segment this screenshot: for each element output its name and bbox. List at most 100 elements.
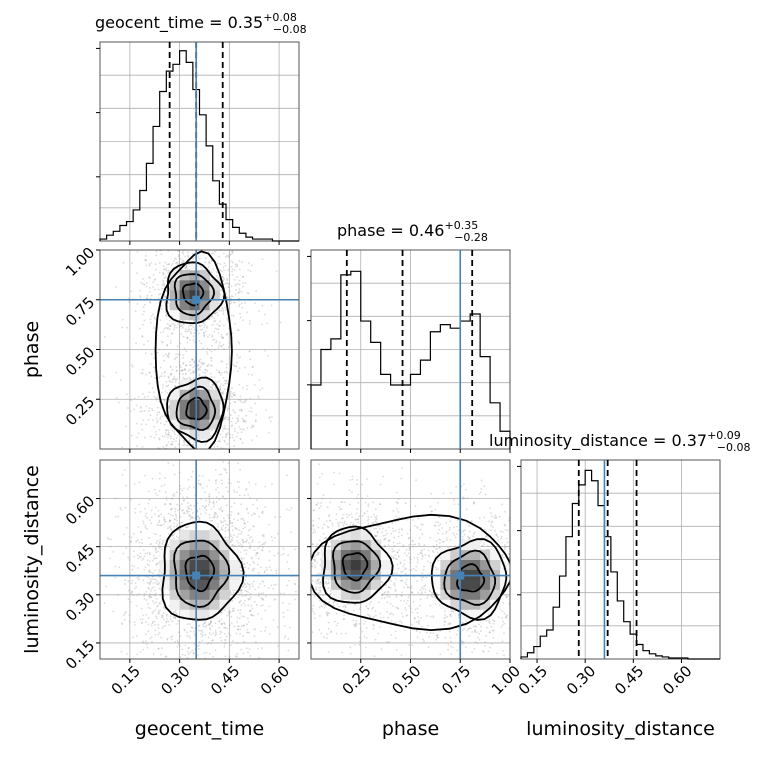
joint-geocent_time-vs-phase-sample-point: [236, 329, 239, 332]
joint-phase-vs-luminosity_distance-sample-point: [374, 535, 376, 537]
joint-geocent_time-vs-phase-sample-point: [208, 334, 211, 336]
joint-geocent_time-vs-phase-sample-point: [189, 368, 191, 371]
joint-phase-vs-luminosity_distance-sample-point: [468, 537, 470, 539]
joint-phase-vs-luminosity_distance-sample-point: [407, 586, 409, 589]
joint-geocent_time-vs-luminosity_distance-sample-point: [122, 552, 125, 555]
joint-geocent_time-vs-phase-sample-point: [179, 323, 182, 325]
joint-geocent_time-vs-luminosity_distance-sample-point: [249, 528, 252, 531]
joint-geocent_time-vs-luminosity_distance-sample-point: [152, 557, 155, 560]
joint-geocent_time-vs-luminosity_distance-sample-point: [240, 604, 243, 607]
joint-geocent_time-vs-phase-sample-point: [143, 310, 145, 313]
joint-geocent_time-vs-luminosity_distance-sample-point: [248, 631, 251, 634]
joint-geocent_time-vs-luminosity_distance-sample-point: [262, 598, 264, 601]
joint-geocent_time-vs-phase-sample-point: [238, 288, 241, 291]
joint-geocent_time-vs-phase-sample-point: [155, 398, 158, 401]
joint-geocent_time-vs-phase-sample-point: [220, 383, 223, 385]
joint-geocent_time-vs-phase-sample-point: [224, 418, 227, 421]
joint-geocent_time-vs-phase-sample-point: [199, 365, 202, 368]
joint-geocent_time-vs-luminosity_distance-sample-point: [200, 483, 202, 485]
joint-geocent_time-vs-luminosity_distance-sample-point: [166, 527, 169, 530]
joint-geocent_time-vs-luminosity_distance-sample-point: [154, 593, 157, 596]
joint-geocent_time-vs-luminosity_distance-sample-point: [254, 513, 256, 516]
joint-geocent_time-vs-phase-sample-point: [190, 328, 193, 331]
joint-geocent_time-vs-phase-sample-point: [134, 310, 137, 313]
joint-geocent_time-vs-phase-sample-point: [222, 384, 225, 387]
joint-geocent_time-vs-luminosity_distance-sample-point: [153, 620, 156, 623]
joint-geocent_time-vs-luminosity_distance-sample-point: [153, 578, 155, 581]
joint-geocent_time-vs-luminosity_distance-sample-point: [229, 540, 232, 543]
joint-geocent_time-vs-luminosity_distance-sample-point: [239, 609, 242, 611]
joint-geocent_time-vs-luminosity_distance-sample-point: [148, 564, 151, 567]
joint-phase-vs-luminosity_distance-sample-point: [421, 591, 423, 593]
joint-geocent_time-vs-luminosity_distance-sample-point: [282, 615, 285, 618]
joint-geocent_time-vs-luminosity_distance-sample-point: [230, 514, 233, 516]
joint-geocent_time-vs-luminosity_distance-sample-point: [223, 467, 225, 470]
joint-geocent_time-vs-luminosity_distance-sample-point: [230, 521, 233, 524]
joint-geocent_time-vs-phase-sample-point: [158, 271, 161, 274]
joint-geocent_time-vs-luminosity_distance-sample-point: [276, 532, 279, 535]
joint-geocent_time-vs-luminosity_distance-sample-point: [143, 598, 146, 600]
joint-geocent_time-vs-luminosity_distance-sample-point: [181, 521, 184, 524]
joint-geocent_time-vs-phase-sample-point: [142, 419, 145, 422]
joint-geocent_time-vs-luminosity_distance-sample-point: [142, 522, 145, 525]
joint-geocent_time-vs-luminosity_distance-sample-point: [129, 600, 132, 603]
joint-geocent_time-vs-phase-sample-point: [170, 443, 173, 446]
joint-phase-vs-luminosity_distance-sample-point: [372, 627, 375, 630]
joint-geocent_time-vs-phase-sample-point: [193, 360, 196, 363]
joint-phase-vs-luminosity_distance-sample-point: [333, 620, 336, 623]
joint-phase-vs-luminosity_distance-sample-point: [474, 641, 477, 643]
joint-phase-vs-luminosity_distance-sample-point: [326, 637, 329, 639]
joint-geocent_time-vs-luminosity_distance-sample-point: [242, 635, 244, 637]
joint-phase-vs-luminosity_distance-sample-point: [340, 507, 343, 510]
joint-geocent_time-vs-luminosity_distance-sample-point: [228, 517, 230, 520]
joint-geocent_time-vs-luminosity_distance-sample-point: [233, 544, 236, 547]
joint-geocent_time-vs-phase-sample-point: [158, 262, 161, 264]
joint-phase-vs-luminosity_distance-sample-point: [453, 533, 456, 536]
joint-geocent_time-vs-luminosity_distance-sample-point: [143, 568, 146, 571]
joint-geocent_time-vs-luminosity_distance-density-cell: [209, 549, 220, 560]
joint-geocent_time-vs-phase-sample-point: [238, 279, 241, 282]
joint-geocent_time-vs-luminosity_distance-sample-point: [229, 611, 232, 614]
joint-geocent_time-vs-luminosity_distance-sample-point: [145, 613, 147, 616]
joint-geocent_time-vs-phase-sample-point: [213, 442, 216, 445]
joint-geocent_time-vs-luminosity_distance-sample-point: [283, 624, 286, 627]
joint-geocent_time-vs-luminosity_distance-sample-point: [220, 639, 223, 642]
joint-geocent_time-vs-luminosity_distance-sample-point: [183, 512, 186, 514]
joint-geocent_time-vs-luminosity_distance-sample-point: [169, 519, 172, 522]
joint-geocent_time-vs-phase-sample-point: [145, 405, 148, 408]
joint-geocent_time-vs-phase-sample-point: [185, 266, 188, 268]
joint-geocent_time-vs-phase-sample-point: [229, 253, 232, 256]
joint-geocent_time-vs-luminosity_distance-sample-point: [236, 519, 239, 522]
joint-phase-vs-luminosity_distance-sample-point: [367, 522, 370, 525]
joint-geocent_time-vs-luminosity_distance-sample-point: [227, 514, 229, 517]
joint-geocent_time-vs-luminosity_distance-sample-point: [172, 522, 175, 525]
joint-phase-vs-luminosity_distance-sample-point: [501, 554, 504, 557]
joint-geocent_time-vs-luminosity_distance-sample-point: [178, 504, 181, 507]
joint-geocent_time-vs-phase-sample-point: [210, 315, 213, 318]
joint-geocent_time-vs-phase-sample-point: [144, 373, 147, 376]
joint-geocent_time-vs-phase-sample-point: [161, 287, 164, 290]
joint-geocent_time-vs-luminosity_distance-sample-point: [249, 609, 252, 612]
joint-geocent_time-vs-luminosity_distance-sample-point: [260, 604, 263, 607]
joint-geocent_time-vs-luminosity_distance-sample-point: [243, 584, 246, 586]
joint-geocent_time-vs-phase-sample-point: [183, 440, 185, 443]
joint-geocent_time-vs-phase-sample-point: [177, 443, 180, 446]
joint-phase-vs-luminosity_distance-sample-point: [342, 517, 344, 520]
joint-geocent_time-vs-phase-sample-point: [218, 380, 220, 383]
joint-geocent_time-vs-phase-sample-point: [182, 363, 185, 365]
joint-geocent_time-vs-phase-sample-point: [233, 439, 236, 442]
joint-geocent_time-vs-luminosity_distance-sample-point: [208, 624, 211, 626]
joint-geocent_time-vs-luminosity_distance-sample-point: [231, 529, 234, 532]
joint-geocent_time-vs-luminosity_distance-sample-point: [158, 612, 160, 614]
joint-geocent_time-vs-luminosity_distance-sample-point: [169, 519, 172, 522]
joint-phase-vs-luminosity_distance-sample-point: [462, 483, 465, 486]
joint-geocent_time-vs-phase-sample-point: [217, 328, 220, 331]
joint-phase-vs-luminosity_distance-sample-point: [474, 625, 477, 628]
joint-geocent_time-vs-phase-sample-point: [141, 335, 144, 337]
joint-geocent_time-vs-luminosity_distance-density-cell: [169, 579, 181, 590]
joint-geocent_time-vs-luminosity_distance-sample-point: [248, 537, 251, 539]
joint-geocent_time-vs-phase-sample-point: [154, 268, 157, 271]
joint-geocent_time-vs-luminosity_distance-sample-point: [227, 529, 230, 532]
joint-phase-vs-luminosity_distance-sample-point: [397, 607, 400, 610]
title-lower-luminosity_distance: −0.08: [717, 441, 751, 454]
